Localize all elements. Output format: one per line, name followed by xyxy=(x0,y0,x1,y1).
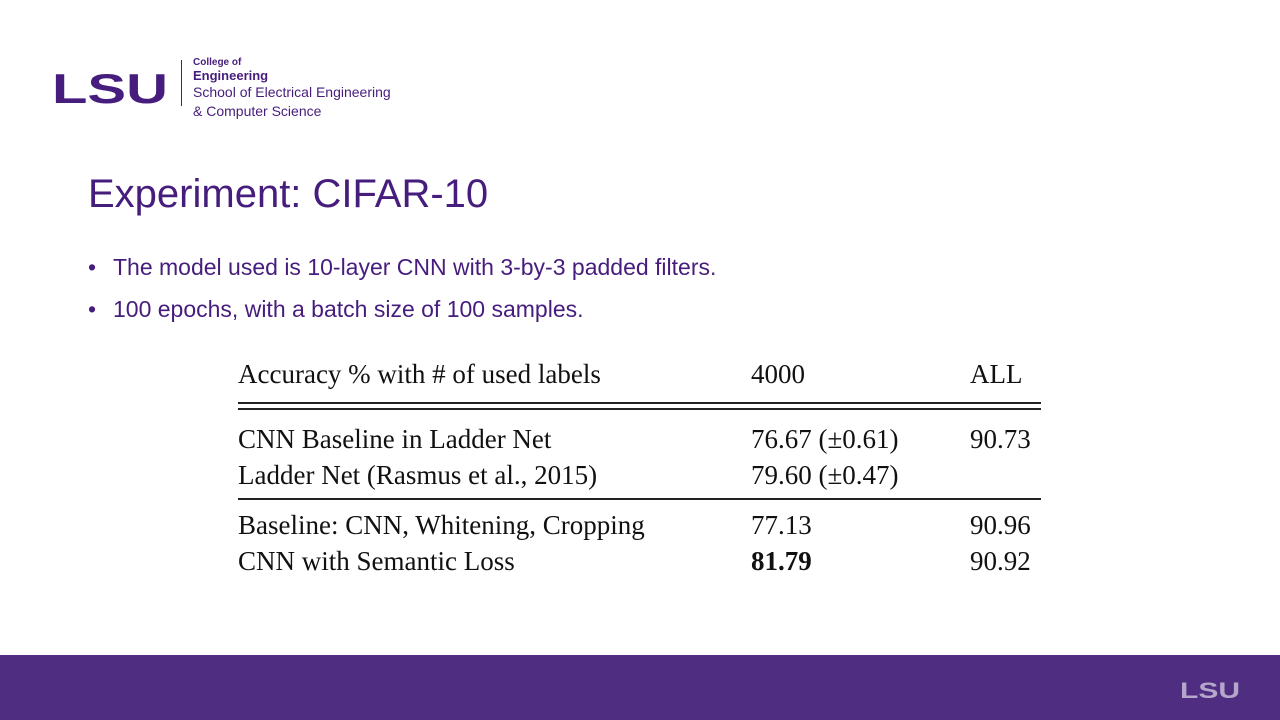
lsu-logo-mark: LSU xyxy=(52,69,168,105)
school-name-line-2: & Computer Science xyxy=(193,103,322,119)
lsu-logo: LSU College of Engineering School of Ele… xyxy=(52,57,432,127)
footer-bar: LSU xyxy=(0,655,1280,720)
college-name: College of Engineering School of Electri… xyxy=(193,57,391,121)
table-row: Ladder Net (Rasmus et al., 2015) 79.60 (… xyxy=(238,456,1041,492)
bullet-text: 100 epochs, with a batch size of 100 sam… xyxy=(113,296,584,322)
table-cell-method: Baseline: CNN, Whitening, Cropping xyxy=(238,510,645,540)
table-cell-method: Ladder Net (Rasmus et al., 2015) xyxy=(238,460,598,490)
bullet-icon: • xyxy=(88,254,97,280)
table-cell-4000: 76.67 (±0.61) xyxy=(751,424,899,454)
table-row: CNN Baseline in Ladder Net 76.67 (±0.61)… xyxy=(238,420,1041,456)
table-group-this-work: Baseline: CNN, Whitening, Cropping 77.13… xyxy=(238,500,1041,578)
table-row: CNN with Semantic Loss 81.79 90.92 xyxy=(238,542,1041,578)
header-cell-all: ALL xyxy=(970,359,1023,389)
table-cell-all: 90.73 xyxy=(970,424,1031,454)
bullet-text: The model used is 10-layer CNN with 3-by… xyxy=(113,254,717,280)
table-row: Baseline: CNN, Whitening, Cropping 77.13… xyxy=(238,506,1041,542)
table-double-rule xyxy=(238,402,1041,410)
results-table: Accuracy % with # of used labels 4000 AL… xyxy=(238,355,1041,578)
college-of-label: College of xyxy=(193,57,242,68)
header-cell-4000: 4000 xyxy=(751,359,805,389)
svg-text:LSU: LSU xyxy=(1180,680,1240,699)
table-cell-method: CNN Baseline in Ladder Net xyxy=(238,424,552,454)
table-cell-4000-best: 81.79 xyxy=(751,546,812,576)
table-cell-all: 90.96 xyxy=(970,510,1031,540)
svg-text:LSU: LSU xyxy=(52,69,168,105)
table-header: Accuracy % with # of used labels 4000 AL… xyxy=(238,355,1041,397)
slide-title: Experiment: CIFAR-10 xyxy=(88,172,489,216)
header-cell-metric: Accuracy % with # of used labels xyxy=(238,359,601,389)
school-name-line-1: School of Electrical Engineering xyxy=(193,84,391,100)
bullet-list: • The model used is 10-layer CNN with 3-b… xyxy=(88,252,716,336)
table-cell-method: CNN with Semantic Loss xyxy=(238,546,515,576)
table-rule xyxy=(238,498,1041,500)
college-name-label: Engineering xyxy=(193,68,269,83)
bullet-icon: • xyxy=(88,296,97,322)
table-cell-4000: 79.60 (±0.47) xyxy=(751,460,899,490)
table-group-prior-work: CNN Baseline in Ladder Net 76.67 (±0.61)… xyxy=(238,410,1041,492)
logo-divider xyxy=(181,60,182,106)
table-cell-all: 90.92 xyxy=(970,546,1031,576)
table-cell-4000: 77.13 xyxy=(751,510,812,540)
bullet-item: • The model used is 10-layer CNN with 3-b… xyxy=(88,252,716,282)
bullet-item: • 100 epochs, with a batch size of 100 sa… xyxy=(88,294,716,324)
footer-lsu-logo: LSU xyxy=(1180,680,1240,699)
